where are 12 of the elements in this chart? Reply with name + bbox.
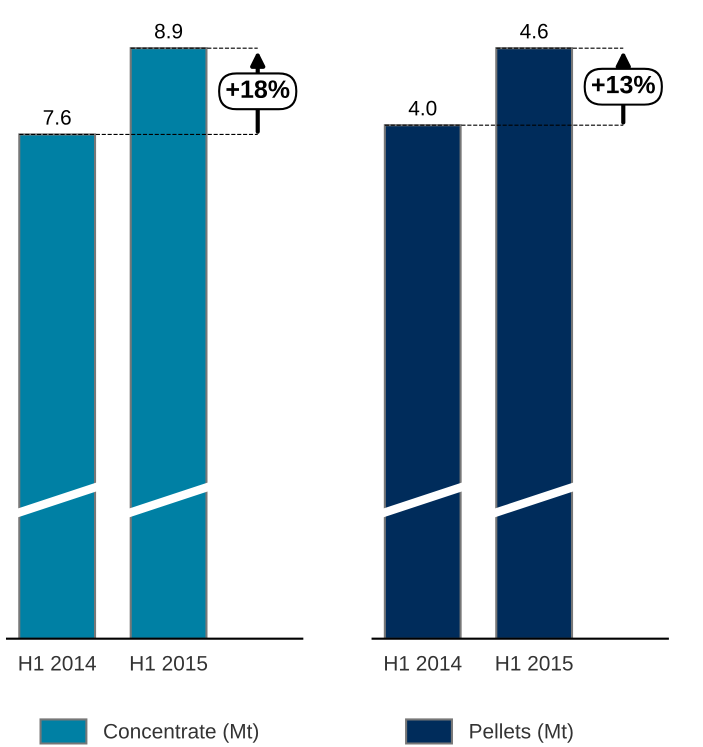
annotation: +18%	[226, 80, 290, 98]
x-tick-label: H1 2014	[20, 656, 96, 671]
data-label: 7.6	[44, 110, 71, 125]
x-tick-label: H1 2014	[385, 656, 462, 671]
x-tick-label: H1 2015	[130, 656, 208, 671]
x-tick-label: H1 2015	[496, 656, 573, 671]
text: Pellets (Mt)	[470, 723, 573, 743]
data-label: 4.0	[408, 100, 436, 116]
data-label: 4.6	[520, 24, 548, 39]
legend-label: Concentrate (Mt)	[104, 723, 258, 743]
data-label: 8.9	[155, 24, 182, 39]
annotation: +13%	[592, 76, 655, 94]
